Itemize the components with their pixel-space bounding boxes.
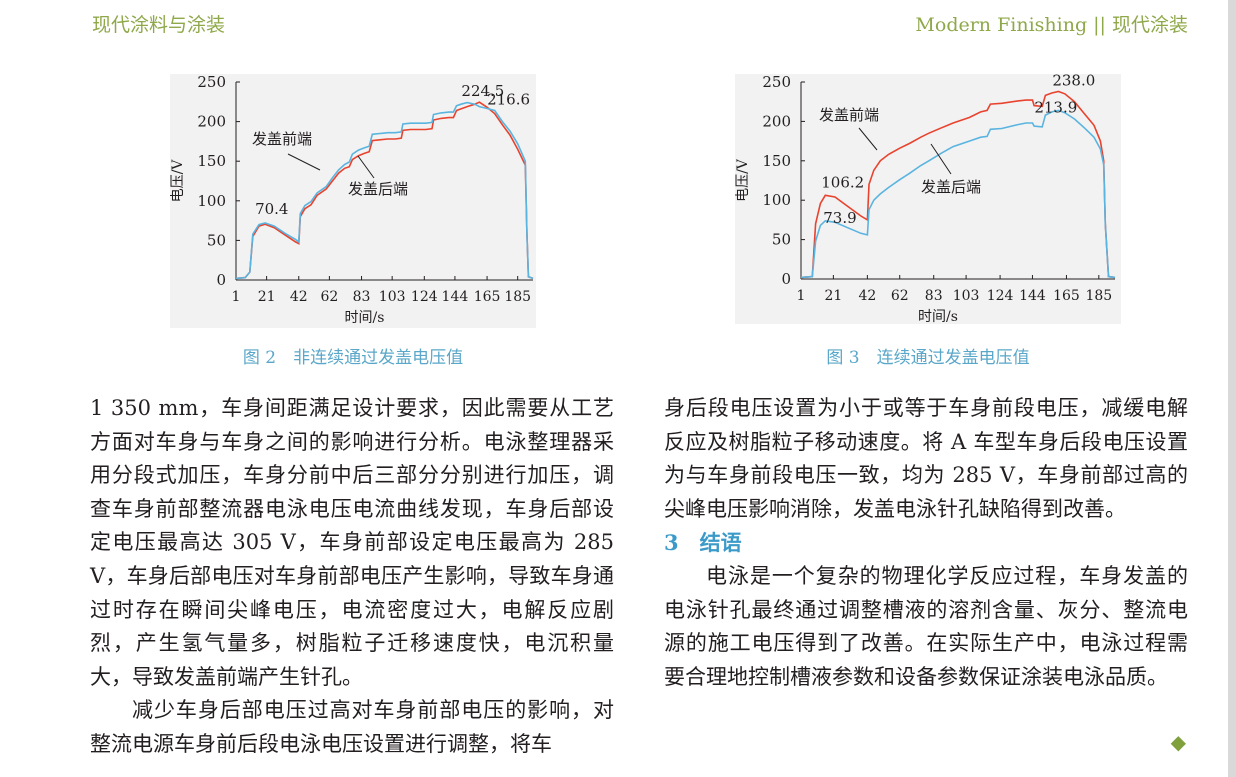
right-paragraph-1: 身后段电压设置为小于或等于车身前段电压，减缓电解反应及树脂粒子移动速度。将 A … <box>664 396 1188 521</box>
series-label-front: 发盖前端 <box>819 106 879 124</box>
x-tick-label: 165 <box>474 289 501 305</box>
x-tick-label: 21 <box>824 288 842 304</box>
x-tick-label: 103 <box>953 288 980 304</box>
x-tick-label: 144 <box>1019 288 1046 304</box>
left-paragraph-2: 减少车身后部电压过高对车身前部电压的影响，对整流电源车身前后段电泳电压设置进行调… <box>90 698 614 756</box>
figure-3: 0 50 100 150 200 250 1 21 42 62 83 103 124 144 165 185 时… <box>735 74 1121 324</box>
data-label: 106.2 <box>821 173 864 191</box>
x-tick-label: 103 <box>379 289 406 305</box>
left-column: 1 350 mm，车身间距满足设计要求，因此需要从工艺方面对车身与车身之间的影响… <box>90 392 614 762</box>
data-label: 70.4 <box>255 200 288 218</box>
x-tick-label: 1 <box>797 288 806 304</box>
series-label-front: 发盖前端 <box>252 130 312 148</box>
series-front-line <box>235 101 534 280</box>
data-label: 73.9 <box>823 209 856 227</box>
x-tick-label: 185 <box>1085 288 1112 304</box>
figure-2: 0 50 100 150 200 250 1 21 42 62 83 103 124 144 165 185 时… <box>170 74 536 328</box>
y-tick-label: 150 <box>762 152 791 170</box>
data-label: 238.0 <box>1052 74 1095 89</box>
y-axis-label: 电压/V <box>170 159 186 203</box>
y-tick-label: 150 <box>197 152 226 170</box>
right-column: 身后段电压设置为小于或等于车身前段电压，减缓电解反应及树脂粒子移动速度。将 A … <box>664 392 1188 694</box>
section-title: 3 结语 <box>664 530 742 556</box>
x-tick-label: 62 <box>891 288 909 304</box>
series-label-rear: 发盖后端 <box>921 178 981 196</box>
x-tick-label: 21 <box>258 289 276 305</box>
series-label-rear: 发盖后端 <box>348 180 408 198</box>
left-paragraph-1: 1 350 mm，车身间距满足设计要求，因此需要从工艺方面对车身与车身之间的影响… <box>90 396 614 689</box>
callout-line <box>930 143 952 175</box>
y-tick-label: 200 <box>197 113 226 131</box>
x-axis-label: 时间/s <box>918 309 958 324</box>
data-label: 224.5 <box>461 82 504 100</box>
y-tick-label: 250 <box>197 74 226 91</box>
x-tick-label: 83 <box>925 288 943 304</box>
x-tick-label: 144 <box>442 289 469 305</box>
x-tick-label: 62 <box>320 289 338 305</box>
callout-line <box>287 153 321 171</box>
y-tick-label: 50 <box>772 231 791 249</box>
y-tick-label: 250 <box>762 74 791 91</box>
y-tick-label: 50 <box>207 231 226 249</box>
y-axis-label: 电压/V <box>735 158 751 202</box>
journal-name: 现代涂料与涂装 <box>92 14 226 36</box>
x-tick-label: 42 <box>858 288 876 304</box>
journal-name-en: Modern Finishing || 现代涂装 <box>915 14 1188 36</box>
page-edge <box>1228 0 1236 777</box>
right-paragraph-2: 电泳是一个复杂的物理化学反应过程，车身发盖的电泳针孔最终通过调整槽液的溶剂含量、… <box>664 563 1188 689</box>
x-axis-label: 时间/s <box>345 310 385 326</box>
figure-2-caption: 图 2 非连续通过发盖电压值 <box>242 348 464 368</box>
series-rear-line <box>800 109 1116 279</box>
y-tick-label: 200 <box>762 112 791 130</box>
x-tick-label: 1 <box>232 289 241 305</box>
callout-line <box>357 155 375 179</box>
series-rear-line <box>235 101 534 280</box>
x-tick-label: 124 <box>411 289 438 305</box>
y-tick-label: 0 <box>781 270 791 288</box>
x-tick-label: 42 <box>290 289 308 305</box>
chart-fig3: 0 50 100 150 200 250 1 21 42 62 83 103 124 144 165 185 时… <box>735 74 1121 324</box>
x-tick-label: 165 <box>1053 288 1080 304</box>
x-tick-label: 124 <box>987 288 1014 304</box>
data-label: 213.9 <box>1034 98 1077 116</box>
series-front-line <box>800 90 1116 279</box>
callout-line <box>858 127 878 151</box>
data-label: 216.6 <box>487 90 530 108</box>
y-tick-label: 100 <box>197 192 226 210</box>
y-tick-label: 0 <box>216 271 226 289</box>
y-tick-label: 100 <box>762 191 791 209</box>
figure-3-caption: 图 3 连续通过发盖电压值 <box>826 348 1030 368</box>
end-mark-icon: ◆ <box>1170 730 1186 754</box>
x-tick-label: 185 <box>504 289 531 305</box>
x-tick-label: 83 <box>353 289 371 305</box>
